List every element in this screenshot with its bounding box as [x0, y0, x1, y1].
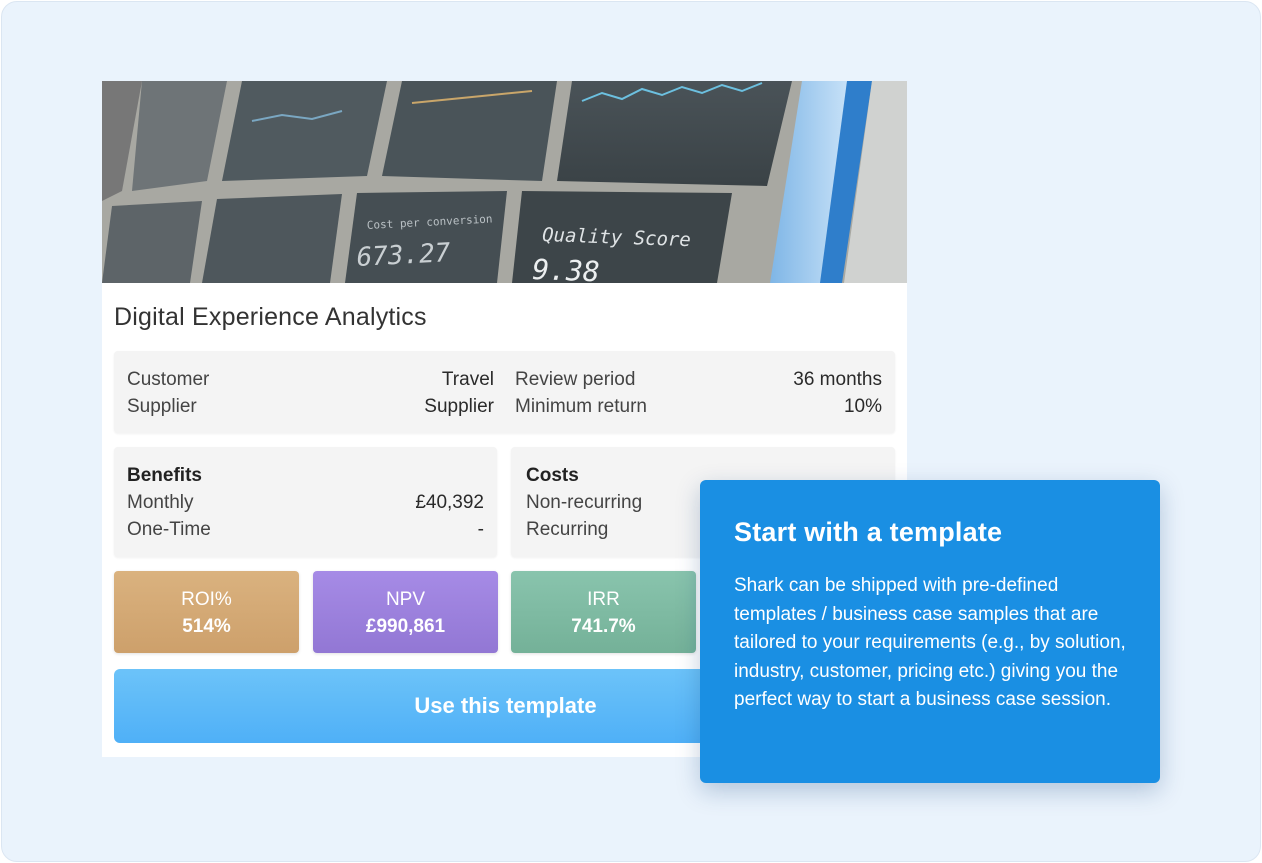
benefit-label: Monthly [127, 492, 194, 513]
kpi-label: IRR [587, 589, 620, 610]
template-callout: Start with a template Shark can be shipp… [700, 480, 1160, 783]
kpi-npv: NPV £990,861 [313, 571, 498, 653]
cost-label: Non-recurring [526, 492, 643, 513]
hero-caption-2: Quality Score [542, 224, 691, 251]
costs-heading: Costs [526, 465, 579, 486]
info-value: 36 months [793, 369, 882, 390]
callout-title: Start with a template [734, 517, 1003, 547]
template-title: Digital Experience Analytics [114, 303, 427, 331]
info-value: Supplier [424, 396, 494, 417]
benefits-heading: Benefits [127, 465, 202, 486]
kpi-roi: ROI% 514% [114, 571, 299, 653]
info-label: Minimum return [515, 396, 647, 417]
kpi-label: NPV [385, 589, 426, 610]
info-label: Customer [127, 369, 210, 390]
hero-image: Cost per conversion 673.27 Quality Score… [102, 81, 907, 283]
kpi-value: 741.7% [571, 616, 636, 637]
kpi-value: £990,861 [365, 616, 446, 637]
info-value: Travel [441, 369, 494, 390]
analytics-dashboard-photo: Cost per conversion 673.27 Quality Score… [102, 81, 907, 283]
info-label: Supplier [127, 396, 197, 417]
info-value: 10% [843, 396, 882, 417]
kpi-value: 514% [182, 616, 231, 637]
benefits-panel: Benefits Monthly £40,392 One-Time - [114, 447, 497, 557]
benefit-label: One-Time [127, 519, 211, 540]
hero-value-2: 9.38 [532, 253, 601, 283]
info-panel: Customer Travel Supplier Supplier Review… [114, 351, 895, 433]
hero-value-1: 673.27 [356, 238, 452, 273]
cost-label: Recurring [526, 519, 609, 540]
kpi-label: ROI% [181, 589, 232, 610]
benefit-value: - [477, 519, 484, 540]
kpi-irr: IRR 741.7% [511, 571, 696, 653]
callout-body: Shark can be shipped with pre-defined te… [734, 575, 1126, 711]
template-card: Cost per conversion 673.27 Quality Score… [102, 81, 907, 757]
benefit-value: £40,392 [415, 492, 484, 513]
info-label: Review period [515, 369, 636, 390]
